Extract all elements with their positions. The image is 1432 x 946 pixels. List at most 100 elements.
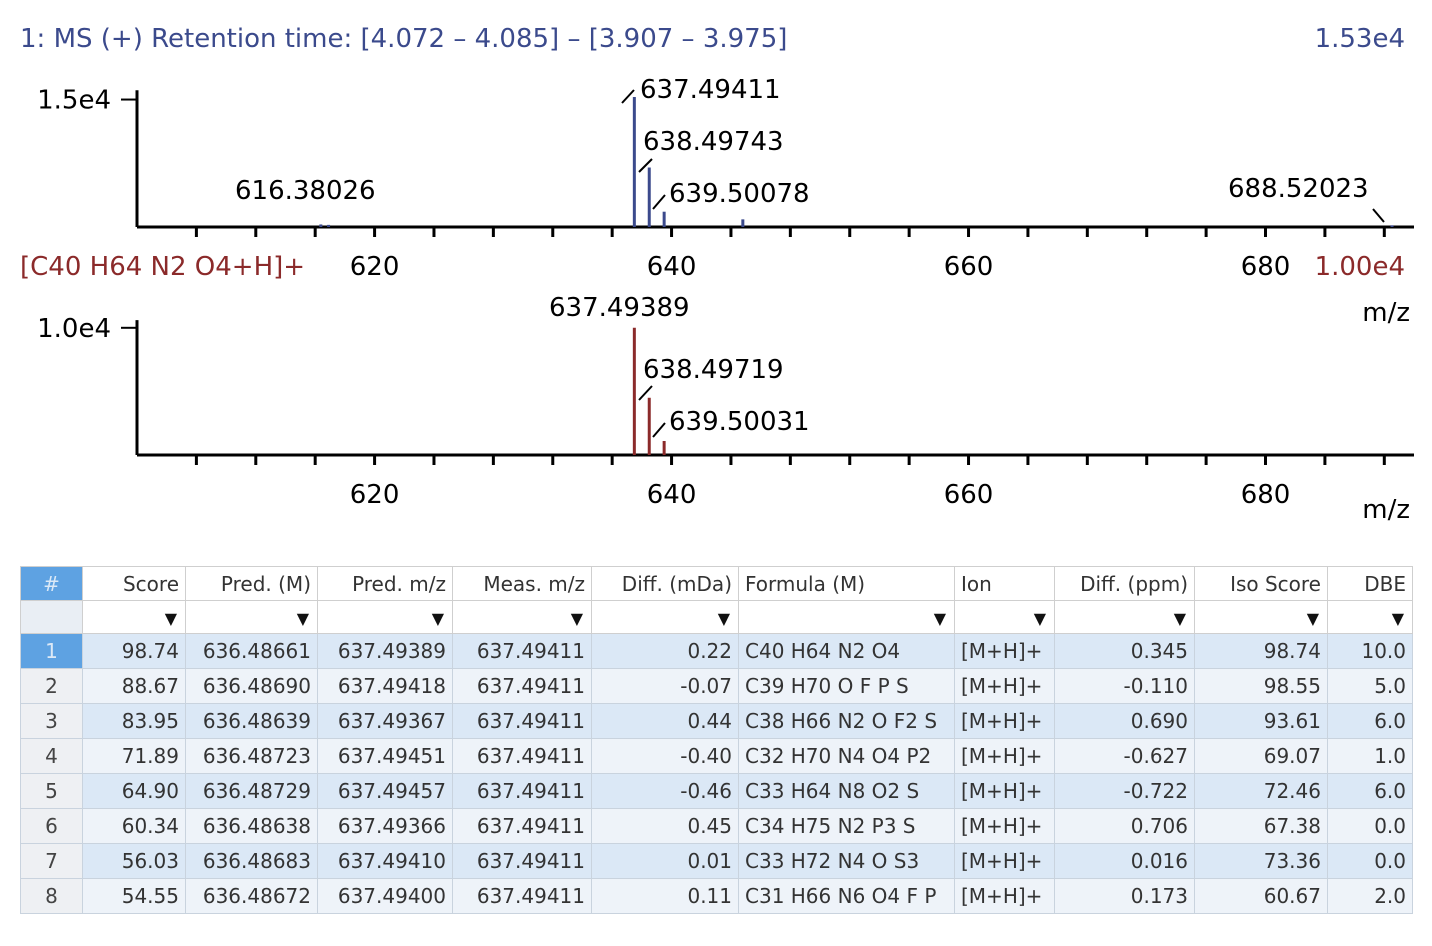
column-header-iso-score[interactable]: Iso Score <box>1194 566 1328 601</box>
column-header-ion[interactable]: Ion <box>954 566 1055 601</box>
diff-mda-cell: -0.40 <box>591 738 739 774</box>
filter-cell[interactable]: ▼ <box>1194 600 1328 634</box>
pred-mass-cell: 636.48639 <box>185 703 318 739</box>
peak-label: 639.50078 <box>669 179 810 209</box>
table-row[interactable]: 8 54.55 636.48672 637.49400 637.49411 0.11 C31… <box>20 878 1413 914</box>
pred-mz-cell: 637.49366 <box>317 808 453 844</box>
x-tick-label: 660 <box>944 252 994 282</box>
ion-cell: [M+H]+ <box>954 808 1055 844</box>
column-header-dbe[interactable]: DBE <box>1327 566 1413 601</box>
column-header-pred-m[interactable]: Pred. (M) <box>185 566 318 601</box>
spectrum-title: [C40 H64 N2 O4+H]+ <box>20 252 305 282</box>
dbe-cell: 1.0 <box>1327 738 1413 774</box>
funnel-icon[interactable]: ▼ <box>431 609 444 628</box>
formula-cell: C32 H70 N4 O4 P2 <box>738 738 955 774</box>
filter-cell[interactable]: ▼ <box>954 600 1055 634</box>
funnel-icon[interactable]: ▼ <box>717 609 730 628</box>
table-row[interactable]: 6 60.34 636.48638 637.49366 637.49411 0.45 C34… <box>20 808 1413 844</box>
formula-results-table: # Score Pred. (M) Pred. m/z Meas. m/z Di… <box>20 566 1413 914</box>
iso-score-cell: 98.74 <box>1194 633 1328 669</box>
column-header-pred-mz[interactable]: Pred. m/z <box>317 566 453 601</box>
filter-cell[interactable]: ▼ <box>1054 600 1195 634</box>
diff-mda-cell: 0.11 <box>591 878 739 914</box>
funnel-icon[interactable]: ▼ <box>296 609 309 628</box>
filter-cell[interactable]: ▼ <box>317 600 453 634</box>
filter-cell[interactable]: ▼ <box>185 600 318 634</box>
peak-label: 639.50031 <box>669 407 810 437</box>
diff-mda-cell: -0.46 <box>591 773 739 809</box>
peak-leader-line <box>638 158 653 173</box>
column-header-index[interactable]: # <box>20 566 83 601</box>
peak-label: 637.49389 <box>549 293 690 323</box>
funnel-icon[interactable]: ▼ <box>1306 609 1319 628</box>
filter-cell[interactable]: ▼ <box>452 600 592 634</box>
ion-cell: [M+H]+ <box>954 843 1055 879</box>
pred-mz-cell: 637.49410 <box>317 843 453 879</box>
pred-mass-cell: 636.48690 <box>185 668 318 704</box>
column-header-score[interactable]: Score <box>82 566 186 601</box>
table-row[interactable]: 1 98.74 636.48661 637.49389 637.49411 0.22 C40… <box>20 633 1413 669</box>
funnel-icon[interactable]: ▼ <box>1391 609 1404 628</box>
x-tick-label: 680 <box>1241 252 1291 282</box>
column-header-diff-ppm[interactable]: Diff. (ppm) <box>1054 566 1195 601</box>
max-intensity-label: 1.00e4 <box>1315 252 1405 282</box>
dbe-cell: 10.0 <box>1327 633 1413 669</box>
pred-mz-cell: 637.49418 <box>317 668 453 704</box>
pred-mass-cell: 636.48683 <box>185 843 318 879</box>
diff-ppm-cell: 0.173 <box>1054 878 1195 914</box>
table-row[interactable]: 3 83.95 636.48639 637.49367 637.49411 0.44 C38… <box>20 703 1413 739</box>
ion-cell: [M+H]+ <box>954 773 1055 809</box>
meas-mz-cell: 637.49411 <box>452 668 592 704</box>
funnel-icon[interactable]: ▼ <box>164 609 177 628</box>
meas-mz-cell: 637.49411 <box>452 808 592 844</box>
column-header-formula[interactable]: Formula (M) <box>738 566 955 601</box>
filter-cell[interactable]: ▼ <box>738 600 955 634</box>
filter-cell[interactable]: ▼ <box>1327 600 1413 634</box>
peak-label: 637.49411 <box>640 75 781 105</box>
formula-cell: C33 H72 N4 O S3 <box>738 843 955 879</box>
funnel-icon[interactable]: ▼ <box>1033 609 1046 628</box>
table-row[interactable]: 7 56.03 636.48683 637.49410 637.49411 0.01 C33… <box>20 843 1413 879</box>
ion-cell: [M+H]+ <box>954 703 1055 739</box>
results-body: 1 98.74 636.48661 637.49389 637.49411 0.22 C40… <box>20 633 1413 914</box>
funnel-icon[interactable]: ▼ <box>570 609 583 628</box>
column-header-diff-mda[interactable]: Diff. (mDa) <box>591 566 739 601</box>
filter-cell[interactable]: ▼ <box>82 600 186 634</box>
funnel-icon[interactable]: ▼ <box>933 609 946 628</box>
meas-mz-cell: 637.49411 <box>452 878 592 914</box>
diff-ppm-cell: 0.016 <box>1054 843 1195 879</box>
dbe-cell: 0.0 <box>1327 843 1413 879</box>
diff-mda-cell: 0.45 <box>591 808 739 844</box>
formula-cell: C33 H64 N8 O2 S <box>738 773 955 809</box>
table-row[interactable]: 2 88.67 636.48690 637.49418 637.49411 -0.07 C3… <box>20 668 1413 704</box>
column-header-meas-mz[interactable]: Meas. m/z <box>452 566 592 601</box>
diff-mda-cell: -0.07 <box>591 668 739 704</box>
diff-ppm-cell: -0.627 <box>1054 738 1195 774</box>
score-cell: 88.67 <box>82 668 186 704</box>
pred-mass-cell: 636.48638 <box>185 808 318 844</box>
funnel-icon[interactable]: ▼ <box>1173 609 1186 628</box>
score-cell: 83.95 <box>82 703 186 739</box>
iso-score-cell: 60.67 <box>1194 878 1328 914</box>
diff-ppm-cell: -0.110 <box>1054 668 1195 704</box>
filter-cell[interactable]: ▼ <box>591 600 739 634</box>
pred-mz-cell: 637.49451 <box>317 738 453 774</box>
table-row[interactable]: 5 64.90 636.48729 637.49457 637.49411 -0.46 C3… <box>20 773 1413 809</box>
table-row[interactable]: 4 71.89 636.48723 637.49451 637.49411 -0.40 C3… <box>20 738 1413 774</box>
iso-score-cell: 67.38 <box>1194 808 1328 844</box>
peak-leader-line <box>621 89 635 104</box>
pred-mass-cell: 636.48661 <box>185 633 318 669</box>
spectra-chart-area: 1: MS (+) Retention time: [4.072 – 4.085… <box>20 24 1414 525</box>
x-tick-label: 660 <box>944 480 994 510</box>
peak-label: 616.38026 <box>235 176 376 206</box>
measured-spectrum-panel: 1: MS (+) Retention time: [4.072 – 4.085… <box>20 24 1414 328</box>
row-index-cell: 1 <box>20 633 83 669</box>
ion-cell: [M+H]+ <box>954 738 1055 774</box>
iso-score-cell: 73.36 <box>1194 843 1328 879</box>
peak-leader-line <box>1372 208 1385 223</box>
spectrum-title: 1: MS (+) Retention time: [4.072 – 4.085… <box>20 24 787 54</box>
score-cell: 98.74 <box>82 633 186 669</box>
peak-label: 638.49719 <box>643 355 784 385</box>
dbe-cell: 6.0 <box>1327 703 1413 739</box>
diff-ppm-cell: 0.690 <box>1054 703 1195 739</box>
